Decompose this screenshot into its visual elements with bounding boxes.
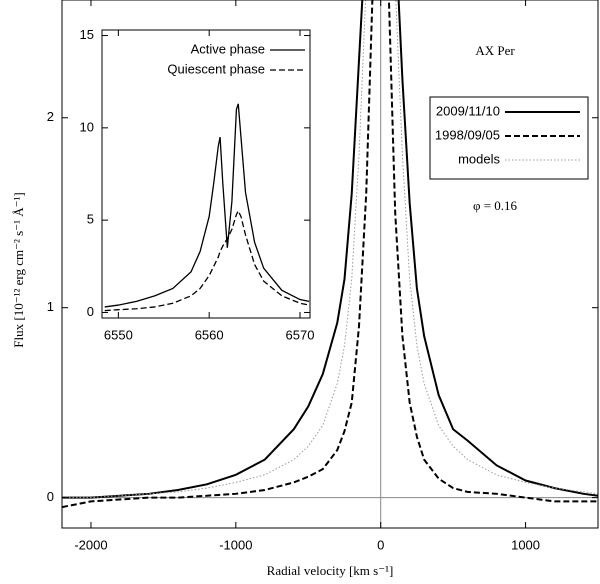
legend-label: models <box>458 151 500 166</box>
y-tick-label: 0 <box>87 304 94 319</box>
legend-label: 2009/11/10 <box>436 103 500 118</box>
x-axis-label: Radial velocity [km s⁻¹] <box>267 563 394 578</box>
y-tick-label: 1 <box>47 299 54 314</box>
y-tick-label: 10 <box>80 119 94 134</box>
plot-clip <box>104 103 310 312</box>
x-tick-label: -2000 <box>74 537 107 552</box>
x-tick-label: 1000 <box>511 537 540 552</box>
y-tick-label: 2 <box>47 109 54 124</box>
annotation: AX Per <box>475 43 515 58</box>
legend-label: 1998/09/05 <box>435 127 500 142</box>
x-tick-label: 6550 <box>104 327 133 342</box>
plot-area <box>102 30 310 318</box>
y-axis-label: Flux [10⁻¹² erg cm⁻² s⁻¹ Å⁻¹] <box>11 192 26 347</box>
x-tick-label: 6560 <box>195 327 224 342</box>
annotation: φ = 0.16 <box>473 198 518 213</box>
x-tick-label: 0 <box>377 537 384 552</box>
x-tick-label: -1000 <box>219 537 252 552</box>
legend-label: Active phase <box>191 41 265 56</box>
plot-clip <box>62 0 598 528</box>
series-line <box>104 103 310 308</box>
legend-label: Quiescent phase <box>167 61 265 76</box>
series-line <box>104 209 310 312</box>
x-tick-label: 6570 <box>286 327 315 342</box>
y-tick-label: 5 <box>87 212 94 227</box>
series-line <box>62 0 598 499</box>
series-line <box>62 0 598 509</box>
plot-frame <box>101 29 311 319</box>
y-tick-label: 15 <box>80 27 94 42</box>
y-tick-label: 0 <box>47 489 54 504</box>
legend-box <box>429 96 589 180</box>
plot-frame <box>61 0 599 529</box>
